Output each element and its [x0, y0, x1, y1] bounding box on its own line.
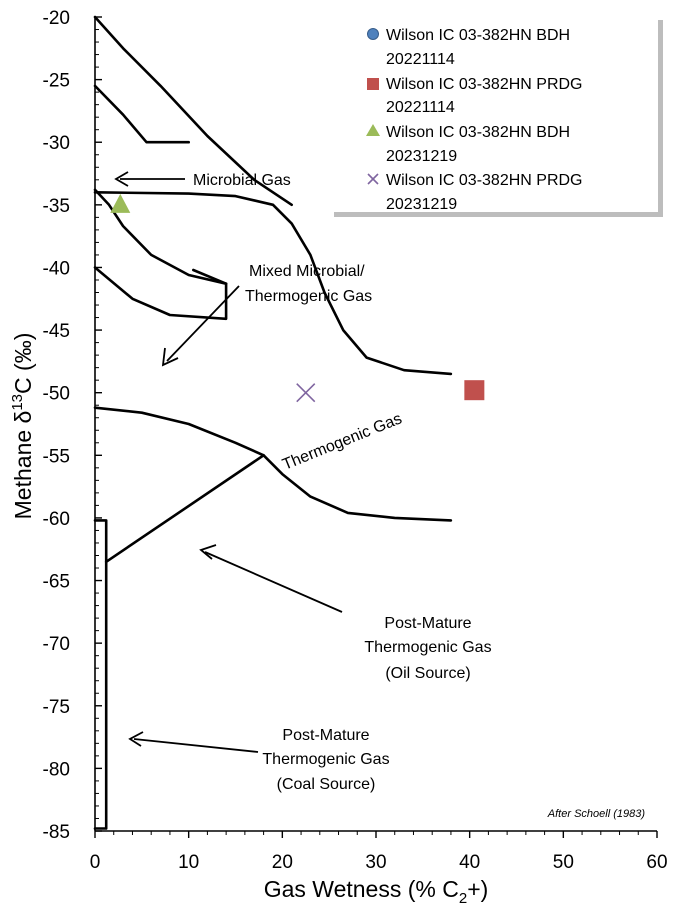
y-tick-label: -70	[43, 634, 70, 655]
region-label-mixed-2: Thermogenic Gas	[245, 288, 372, 305]
legend-entry-1-line2: 20221114	[386, 51, 455, 68]
x-axis-title-subscript: 2	[459, 890, 467, 906]
legend-entry-2-line2: 20221114	[386, 99, 455, 116]
region-label-oil-2: Thermogenic Gas	[364, 639, 491, 656]
y-tick-label: -40	[43, 258, 70, 279]
x-tick-label: 60	[646, 852, 667, 873]
region-label-oil-3: (Oil Source)	[385, 665, 470, 682]
region-label-coal-2: Thermogenic Gas	[262, 751, 389, 768]
x-tick-label: 40	[459, 852, 480, 873]
mixed-arrowhead	[161, 347, 179, 367]
coal-arrowhead	[128, 731, 144, 747]
legend-entry-4-line2: 20231219	[386, 196, 457, 213]
y-tick-label: -30	[43, 133, 70, 154]
x-tick-label: 0	[90, 852, 101, 873]
region-boundary-line	[93, 519, 108, 830]
oil-arrowhead	[199, 544, 217, 560]
credit-note: After Schoell (1983)	[547, 808, 646, 820]
y-tick-label: -85	[43, 822, 70, 843]
legend-marker-circle	[367, 28, 379, 40]
data-points	[110, 193, 485, 403]
y-tick-label: -75	[43, 697, 70, 718]
x-ticks: 0 10 20 30 40 50 60	[90, 831, 668, 873]
legend-entry-3-line2: 20231219	[386, 148, 457, 165]
region-boundary-line	[93, 406, 453, 522]
data-point-triangle	[110, 193, 131, 213]
x-tick-label: 50	[553, 852, 574, 873]
y-tick-label: -80	[43, 759, 70, 780]
x-tick-label: 20	[272, 852, 293, 873]
region-boundaries	[93, 15, 453, 830]
legend-marker-square	[367, 78, 379, 90]
region-label-oil-1: Post-Mature	[384, 615, 471, 632]
y-axis-title-superscript: 13	[9, 394, 26, 411]
legend-marker-triangle	[366, 124, 380, 136]
y-ticks: -85 -80 -75 -70 -65 -60 -55 -50 -45 -40 -35 -30 -25 -…	[43, 8, 102, 843]
y-tick-label: -20	[43, 8, 70, 29]
x-tick-label: 30	[365, 852, 386, 873]
legend: Wilson IC 03-382HN BDH 20221114 Wilson I…	[329, 15, 663, 217]
mixed-arrow	[166, 285, 240, 362]
data-point-x	[296, 383, 316, 403]
region-label-microbial: Microbial Gas	[193, 172, 291, 189]
coal-arrow	[133, 738, 259, 753]
legend-entry-3-line1: Wilson IC 03-382HN BDH	[386, 124, 570, 141]
region-boundary-line	[93, 188, 228, 321]
legend-entry-4-line1: Wilson IC 03-382HN PRDG	[386, 172, 583, 189]
y-tick-label: -45	[43, 321, 70, 342]
legend-box	[329, 15, 658, 212]
annotation-arrows	[114, 171, 343, 753]
region-label-coal-1: Post-Mature	[282, 727, 369, 744]
microbial-arrowhead	[114, 171, 129, 187]
region-label-coal-3: (Coal Source)	[277, 776, 376, 793]
x-tick-label: 10	[178, 852, 199, 873]
region-boundary-line	[192, 268, 228, 286]
legend-entry-1-line1: Wilson IC 03-382HN BDH	[386, 27, 570, 44]
y-tick-label: -25	[43, 71, 70, 92]
y-tick-label: -60	[43, 509, 70, 530]
y-tick-label: -55	[43, 446, 70, 467]
x-axis-title: Gas Wetness (% C2+)	[264, 876, 489, 906]
region-boundary-line	[93, 191, 453, 376]
y-tick-label: -35	[43, 196, 70, 217]
legend-entry-2-line1: Wilson IC 03-382HN PRDG	[386, 76, 583, 93]
data-point-square	[464, 380, 485, 401]
region-boundary-line	[93, 84, 190, 144]
y-axis-title-tail: C (‰)	[10, 333, 36, 394]
region-label-mixed-1: Mixed Microbial/	[249, 263, 365, 280]
region-boundary-line	[104, 453, 265, 564]
x-axis-title-tail: +)	[467, 876, 488, 902]
region-boundary-line	[93, 15, 294, 207]
legend-marker-x-b	[367, 173, 379, 185]
oil-arrow	[204, 551, 343, 613]
y-tick-label: -50	[43, 384, 70, 405]
y-tick-label: -65	[43, 572, 70, 593]
y-axis-title: Methane δ13C (‰)	[9, 333, 36, 520]
